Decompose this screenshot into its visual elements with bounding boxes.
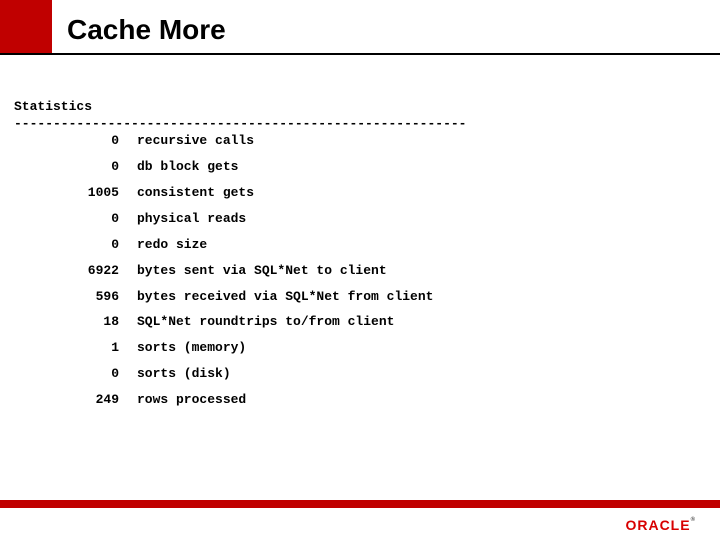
stat-row: 0 physical reads — [14, 212, 466, 227]
stat-row: 6922 bytes sent via SQL*Net to client — [14, 264, 466, 279]
statistics-divider: ----------------------------------------… — [14, 117, 466, 132]
stat-row: 249 rows processed — [14, 393, 466, 408]
stat-row: 0 redo size — [14, 238, 466, 253]
stat-row: 0 recursive calls — [14, 134, 466, 149]
stat-label: rows processed — [137, 393, 246, 408]
stat-label: recursive calls — [137, 134, 254, 149]
slide: Cache More Statistics ------------------… — [0, 0, 720, 540]
stat-label: db block gets — [137, 160, 238, 175]
stat-value: 0 — [14, 367, 137, 382]
title-underline — [0, 53, 720, 55]
corner-accent-block — [0, 0, 52, 53]
oracle-logo: ORACLE® — [625, 517, 696, 533]
slide-title: Cache More — [67, 14, 226, 46]
stat-value: 596 — [14, 290, 137, 305]
stat-label: sorts (memory) — [137, 341, 246, 356]
stat-label: physical reads — [137, 212, 246, 227]
stat-value: 0 — [14, 134, 137, 149]
stat-value: 0 — [14, 212, 137, 227]
stat-label: bytes received via SQL*Net from client — [137, 290, 433, 305]
stat-value: 0 — [14, 238, 137, 253]
stat-value: 1005 — [14, 186, 137, 201]
stat-label: bytes sent via SQL*Net to client — [137, 264, 387, 279]
stat-value: 249 — [14, 393, 137, 408]
stat-value: 18 — [14, 315, 137, 330]
footer-accent-bar — [0, 500, 720, 508]
stat-row: 18 SQL*Net roundtrips to/from client — [14, 315, 466, 330]
stat-row: 596 bytes received via SQL*Net from clie… — [14, 290, 466, 305]
stat-label: redo size — [137, 238, 207, 253]
statistics-block: Statistics -----------------------------… — [14, 100, 466, 419]
stat-value: 1 — [14, 341, 137, 356]
stat-label: consistent gets — [137, 186, 254, 201]
stat-value: 6922 — [14, 264, 137, 279]
stat-row: 1 sorts (memory) — [14, 341, 466, 356]
stat-row: 0 sorts (disk) — [14, 367, 466, 382]
stat-row: 1005 consistent gets — [14, 186, 466, 201]
stat-label: sorts (disk) — [137, 367, 231, 382]
stat-label: SQL*Net roundtrips to/from client — [137, 315, 394, 330]
statistics-header: Statistics — [14, 100, 466, 115]
stat-row: 0 db block gets — [14, 160, 466, 175]
stat-value: 0 — [14, 160, 137, 175]
